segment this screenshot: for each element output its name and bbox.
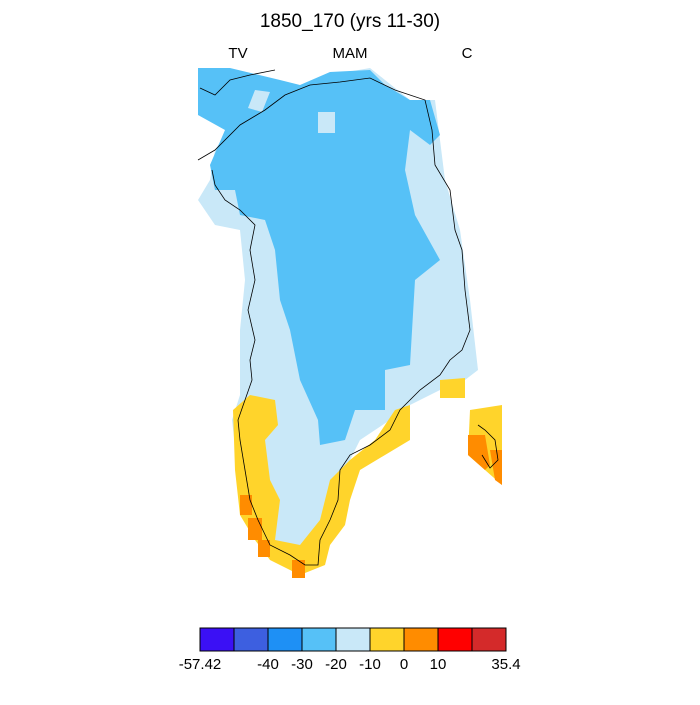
region-yellow [233,395,410,575]
region-orange [248,518,262,540]
region-orange [258,540,270,557]
region-pale-notch [248,90,270,112]
region-orange [240,495,252,515]
colorbar-box [437,627,473,652]
right-label: C [462,45,473,62]
colorbar-label: -10 [359,656,381,673]
region-orange [490,450,502,485]
map [197,68,502,578]
colorbar-box [233,627,269,652]
colorbar-box [199,627,235,652]
title: 1850_170 (yrs 11-30) [260,11,440,32]
region-orange [292,560,305,578]
colorbar-label: 35.4 [491,656,520,673]
center-label: MAM [333,45,368,62]
left-label: TV [228,45,247,62]
colorbar-label: -20 [325,656,347,673]
coastline [197,69,499,566]
colorbar-box [335,627,371,652]
colorbar-label: -57.42 [179,656,222,673]
colorbar-box [267,627,303,652]
colorbar-label: 0 [400,656,408,673]
region-orange [468,435,490,470]
colorbar-label: -30 [291,656,313,673]
region-pale-notch [318,112,335,133]
colorbar-label: 10 [430,656,447,673]
colorbar-box [403,627,439,652]
colorbar-box [471,627,507,652]
colorbar: -57.42 -40 -30 -20 -10 0 10 35.4 [179,627,521,673]
colorbar-box [369,627,405,652]
region-yellow [440,378,465,398]
colorbar-box [301,627,337,652]
colorbar-label: -40 [257,656,279,673]
region-sky [198,68,440,445]
